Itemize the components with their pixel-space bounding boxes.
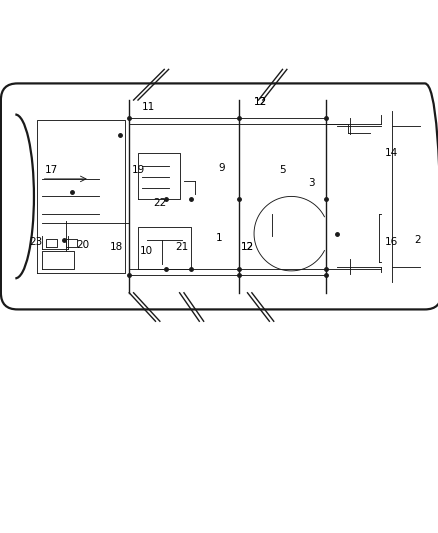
Text: 12: 12 — [254, 97, 267, 107]
Text: 11: 11 — [142, 102, 155, 111]
Text: 18: 18 — [110, 242, 123, 252]
Text: 2: 2 — [414, 235, 421, 245]
Text: 10: 10 — [140, 246, 153, 256]
Text: 16: 16 — [385, 237, 398, 247]
Text: 5: 5 — [279, 165, 286, 175]
Text: 12: 12 — [254, 97, 267, 107]
Text: 14: 14 — [385, 148, 398, 158]
Text: 17: 17 — [45, 165, 58, 175]
Text: 21: 21 — [175, 242, 188, 252]
Text: 22: 22 — [153, 198, 166, 208]
Text: 20: 20 — [77, 240, 90, 249]
Text: 9: 9 — [218, 163, 225, 173]
Text: 23: 23 — [29, 237, 42, 247]
Text: 12: 12 — [241, 242, 254, 252]
Text: 1: 1 — [215, 233, 223, 243]
Text: 12: 12 — [241, 242, 254, 252]
Text: 3: 3 — [307, 178, 314, 188]
Text: 19: 19 — [131, 165, 145, 175]
